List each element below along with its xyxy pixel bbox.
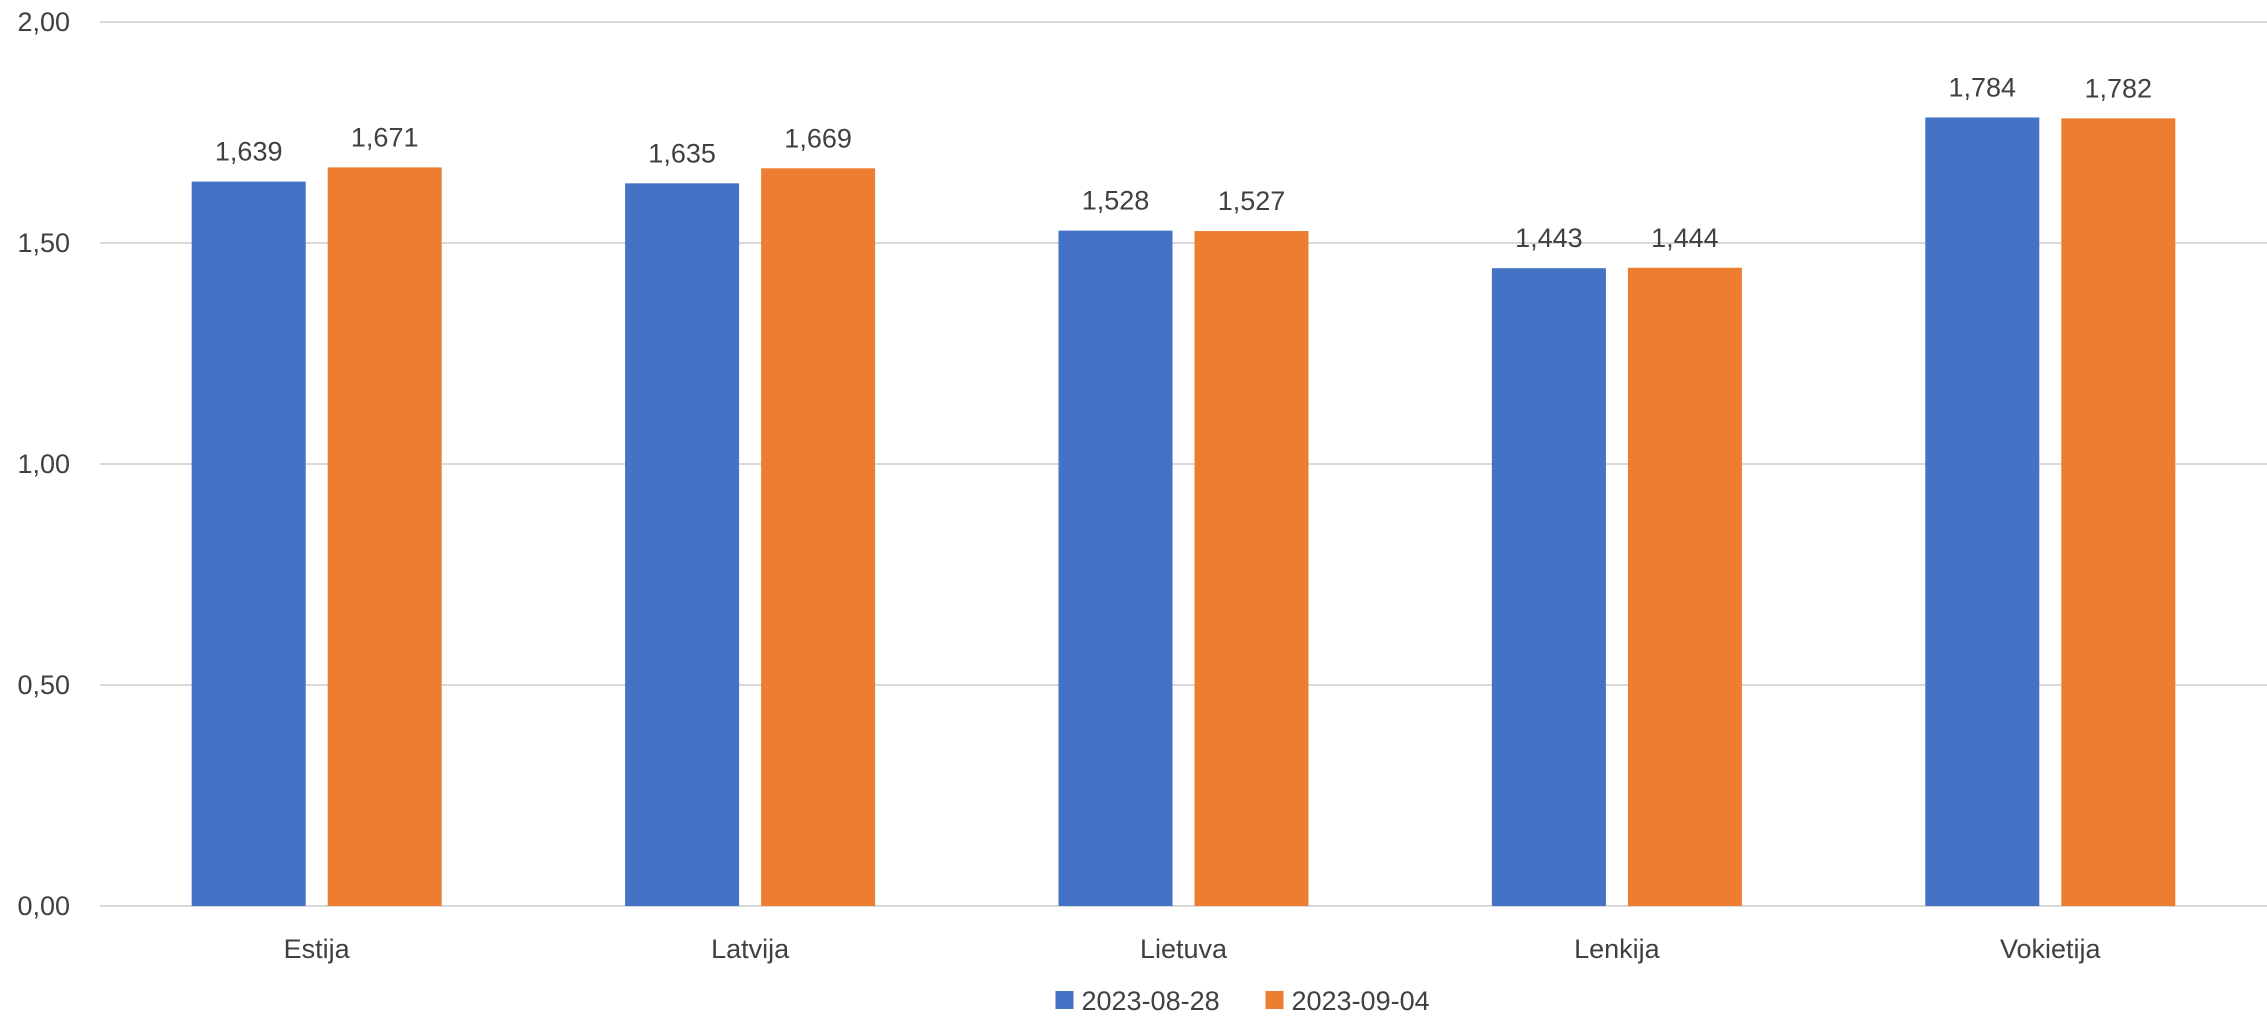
bar-estija-2023-09-04 (327, 167, 442, 907)
data-label: 1,784 (1949, 72, 2017, 102)
y-tick-label: 2,00 (17, 7, 70, 37)
bar-latvija-2023-09-04 (761, 168, 876, 906)
data-label: 1,443 (1515, 223, 1583, 253)
x-category-label: Lenkija (1574, 934, 1661, 964)
bars (191, 117, 2176, 907)
bar-lenkija-2023-08-28 (1491, 268, 1606, 907)
bar-vokietija-2023-08-28 (1925, 117, 2040, 907)
data-label: 1,669 (784, 123, 852, 153)
data-label: 1,528 (1082, 186, 1150, 216)
legend: 2023-08-28 2023-09-04 (1055, 986, 1430, 1016)
bar-estija-2023-08-28 (191, 181, 306, 906)
legend-label: 2023-08-28 (1082, 986, 1220, 1016)
gridlines (100, 21, 2267, 907)
y-tick-label: 0,00 (17, 891, 70, 921)
bar-vokietija-2023-09-04 (2061, 118, 2176, 906)
y-tick-label: 1,50 (17, 228, 70, 258)
data-label: 1,444 (1651, 223, 1719, 253)
data-label: 1,639 (215, 137, 283, 167)
bar-lietuva-2023-09-04 (1194, 231, 1309, 907)
data-labels: 1,639 1,671 1,635 1,669 1,528 1,527 1,443 1,444… (215, 72, 2152, 253)
data-label: 1,671 (351, 122, 419, 152)
bar-latvija-2023-08-28 (625, 183, 740, 906)
y-axis-tick-labels: 0,00 0,50 1,00 1,50 2,00 (17, 7, 70, 921)
y-tick-label: 1,00 (17, 449, 70, 479)
data-label: 1,635 (648, 138, 716, 168)
legend-swatch (1055, 991, 1074, 1009)
x-category-label: Latvija (711, 934, 790, 964)
data-label: 1,782 (2085, 73, 2153, 103)
x-category-label: Vokietija (2000, 934, 2102, 964)
bar-lenkija-2023-09-04 (1627, 267, 1742, 906)
x-category-label: Lietuva (1140, 934, 1228, 964)
data-label: 1,527 (1218, 186, 1286, 216)
bar-lietuva-2023-08-28 (1058, 230, 1173, 906)
x-axis-category-labels: Estija Latvija Lietuva Lenkija Vokietija (284, 934, 2102, 964)
y-tick-label: 0,50 (17, 670, 70, 700)
x-category-label: Estija (284, 934, 351, 964)
legend-label: 2023-09-04 (1292, 986, 1430, 1016)
legend-swatch (1265, 991, 1284, 1009)
